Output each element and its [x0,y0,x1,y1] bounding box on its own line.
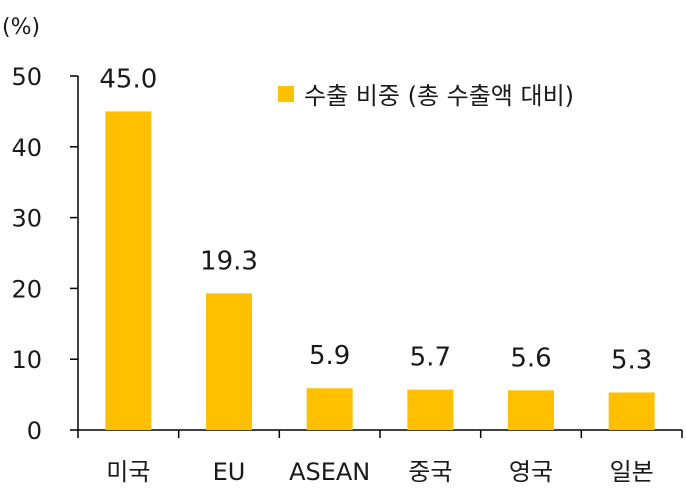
data-label: 5.7 [410,343,451,373]
y-tick-label: 50 [11,63,42,91]
category-label: 중국 [408,458,452,486]
category-label: 일본 [610,458,654,486]
legend: 수출 비중 (총 수출액 대비) [278,82,574,110]
bar [306,388,353,430]
axes: 0 10 20 30 40 50 [11,63,683,445]
bars [105,111,655,431]
category-label: 미국 [106,458,150,486]
bar [105,111,152,431]
labels: 45.0 미국 19.3 EU 5.9 ASEAN 5.7 중국 5.6 영국 5.3 일본 [99,64,653,486]
legend-label: 수출 비중 (총 수출액 대비) [304,82,574,110]
bar [206,293,252,430]
y-tick-label: 10 [11,346,42,374]
category-label: EU [213,458,246,486]
y-tick-label: 0 [27,417,42,445]
bar [407,389,454,430]
y-tick-label: 20 [11,275,42,303]
data-label: 5.9 [309,341,350,371]
y-tick-label: 40 [11,134,42,162]
data-label: 5.6 [510,343,551,373]
data-label: 19.3 [200,246,258,276]
bar [508,390,554,430]
y-tick-label: 30 [11,205,42,233]
y-axis-unit-label: (%) [2,15,40,40]
data-label: 5.3 [611,345,652,375]
legend-swatch [278,86,294,102]
data-label: 45.0 [99,64,157,94]
category-label: ASEAN [289,458,370,486]
bar [608,392,655,430]
category-label: 영국 [509,458,553,486]
